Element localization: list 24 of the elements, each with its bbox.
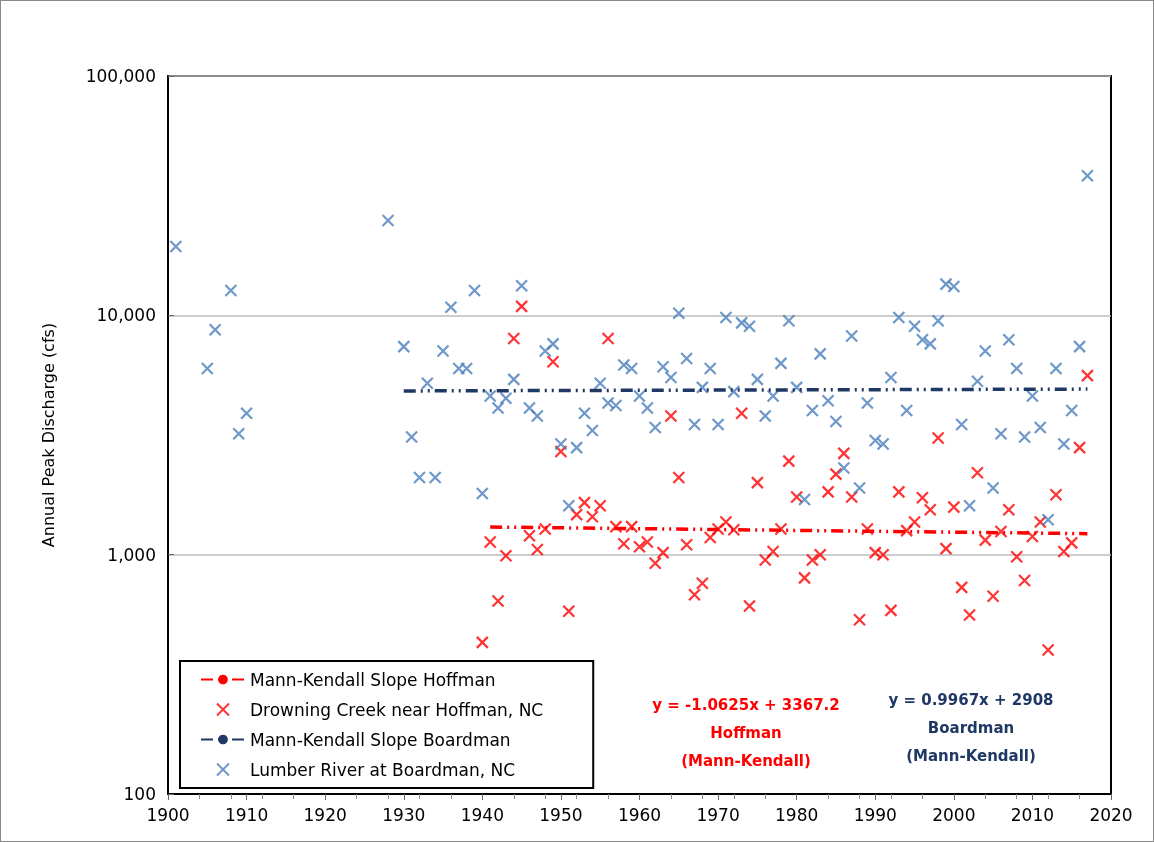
x-tick-label: 1960 [617, 804, 662, 825]
x-tick-label: 1910 [224, 804, 269, 825]
annotation: y = 0.9967x + 2908 Boardman (Mann-Kendall) [888, 691, 1054, 765]
x-tick-label: 1940 [460, 804, 504, 825]
x-tick-label: 2010 [1010, 804, 1055, 825]
legend-label: Drowning Creek near Hoffman, NC [250, 699, 544, 720]
legend-label: Mann-Kendall Slope Hoffman [250, 669, 496, 690]
x-tick-label: 1990 [853, 804, 897, 825]
x-tick-label: 1970 [696, 804, 740, 825]
x-tick-label: 1920 [303, 804, 347, 825]
y-tick-label: 100 [123, 784, 156, 804]
legend-label: Lumber River at Boardman, NC [250, 759, 516, 780]
x-tick-label: 2020 [1089, 804, 1133, 825]
y-tick-label: 100,000 [85, 66, 156, 86]
legend-label: Mann-Kendall Slope Boardman [250, 729, 511, 750]
y-tick-label: 10,000 [96, 305, 156, 326]
y-axis-title: Annual Peak Discharge (cfs) [38, 322, 58, 548]
annotation: y = -1.0625x + 3367.2 Hoffman (Mann-Kendall) [652, 696, 840, 770]
x-tick-label: 1930 [382, 804, 426, 825]
x-tick-label: 1980 [775, 804, 819, 825]
x-tick-label: 2000 [932, 804, 976, 825]
x-tick-label: 1900 [146, 804, 190, 825]
y-tick-label: 1,000 [107, 544, 156, 565]
x-tick-label: 1950 [539, 804, 583, 825]
